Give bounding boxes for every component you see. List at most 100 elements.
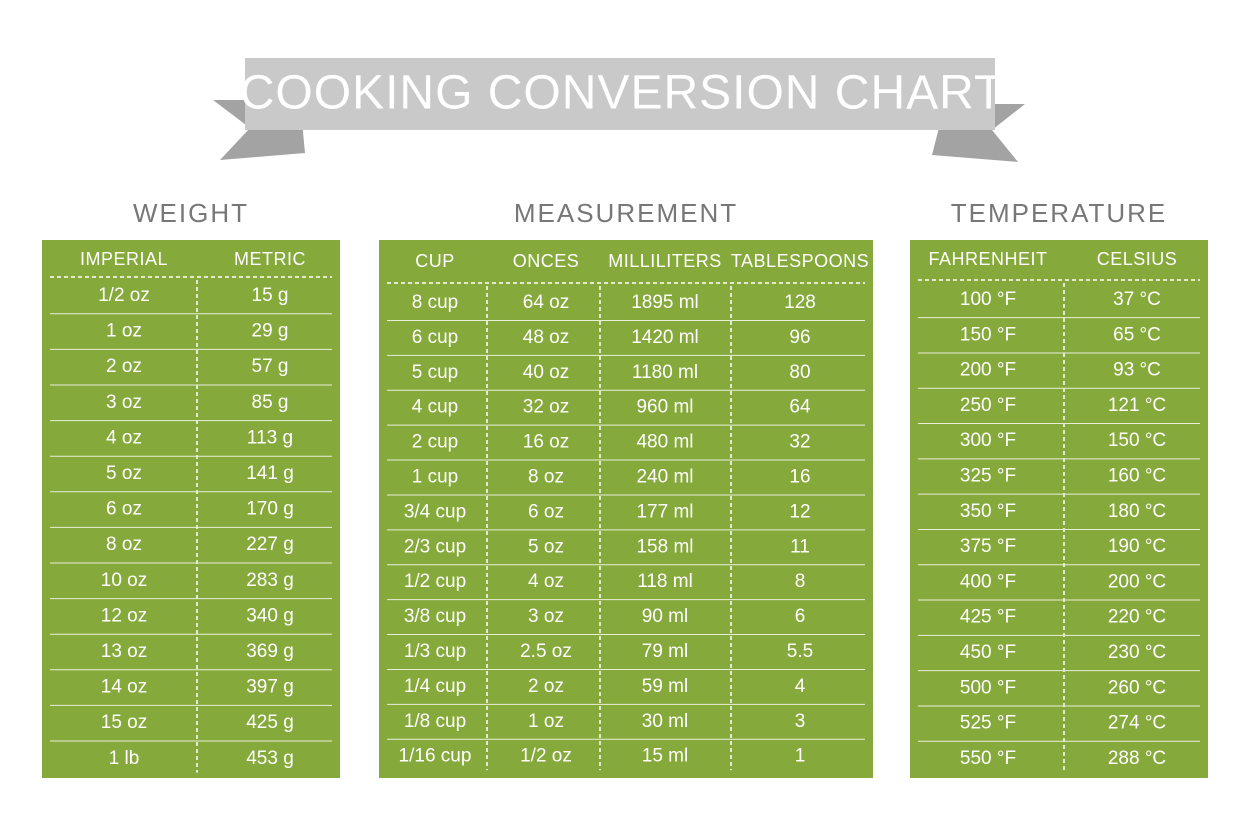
table-cell: 1/8 cup xyxy=(404,711,466,732)
table-cell: 32 oz xyxy=(523,397,569,418)
table-cell: 57 g xyxy=(252,356,289,377)
section-title: TEMPERATURE xyxy=(951,198,1168,228)
column-header: IMPERIAL xyxy=(80,249,168,269)
table-cell: 85 g xyxy=(252,392,289,413)
table-cell: 1 oz xyxy=(106,321,142,342)
table-cell: 550 °F xyxy=(960,748,1016,769)
table-cell: 250 °F xyxy=(960,395,1016,416)
table-cell: 93 °C xyxy=(1113,360,1161,381)
table-cell: 425 g xyxy=(246,712,294,733)
table-cell: 453 g xyxy=(246,748,294,769)
table-cell: 10 oz xyxy=(101,570,147,591)
table-cell: 1420 ml xyxy=(631,327,699,348)
table-cell: 1 oz xyxy=(528,711,564,732)
table-cell: 200 °C xyxy=(1108,571,1166,592)
table-cell: 1/2 oz xyxy=(98,285,150,306)
table-cell: 3/4 cup xyxy=(404,501,466,522)
table-cell: 79 ml xyxy=(642,641,688,662)
table-cell: 6 oz xyxy=(106,499,142,520)
table-cell: 150 °C xyxy=(1108,430,1166,451)
table-cell: 960 ml xyxy=(636,397,693,418)
table-cell: 1 lb xyxy=(109,748,140,769)
table-cell: 150 °F xyxy=(960,324,1016,345)
table-cell: 4 oz xyxy=(106,427,142,448)
table-cell: 6 xyxy=(795,606,806,627)
table-cell: 274 °C xyxy=(1108,713,1166,734)
table-cell: 6 cup xyxy=(412,327,458,348)
column-header: TABLESPOONS xyxy=(731,251,869,271)
table-cell: 500 °F xyxy=(960,677,1016,698)
table-cell: 1/3 cup xyxy=(404,641,466,662)
table-cell: 227 g xyxy=(246,534,294,555)
table-cell: 100 °F xyxy=(960,289,1016,310)
table-cell: 59 ml xyxy=(642,676,688,697)
table-cell: 15 oz xyxy=(101,712,147,733)
table-cell: 48 oz xyxy=(523,327,569,348)
table-cell: 2.5 oz xyxy=(520,641,572,662)
table-cell: 29 g xyxy=(252,321,289,342)
table-cell: 2/3 cup xyxy=(404,536,466,557)
table-panel xyxy=(42,240,340,778)
table-cell: 2 oz xyxy=(528,676,564,697)
table-cell: 1895 ml xyxy=(631,292,699,313)
table-cell: 180 °C xyxy=(1108,501,1166,522)
table-cell: 5.5 xyxy=(787,641,813,662)
table-cell: 128 xyxy=(784,292,816,313)
table-cell: 16 xyxy=(789,467,810,488)
table-cell: 64 oz xyxy=(523,292,569,313)
table-cell: 1 cup xyxy=(412,467,458,488)
table-cell: 177 ml xyxy=(636,501,693,522)
table-cell: 325 °F xyxy=(960,466,1016,487)
column-header: ONCES xyxy=(513,251,580,271)
table-cell: 3 oz xyxy=(106,392,142,413)
table-cell: 8 oz xyxy=(106,534,142,555)
table-cell: 90 ml xyxy=(642,606,688,627)
table-cell: 13 oz xyxy=(101,641,147,662)
table-cell: 64 xyxy=(789,397,811,418)
table-cell: 65 °C xyxy=(1113,324,1161,345)
table-cell: 425 °F xyxy=(960,607,1016,628)
table-cell: 450 °F xyxy=(960,642,1016,663)
ribbon xyxy=(245,58,995,130)
section-title: MEASUREMENT xyxy=(514,198,738,228)
column-header: MILLILITERS xyxy=(608,251,722,271)
table-cell: 32 xyxy=(789,432,810,453)
table-panel xyxy=(379,240,873,778)
table-cell: 1180 ml xyxy=(632,362,698,383)
column-header: METRIC xyxy=(234,249,306,269)
table-cell: 375 °F xyxy=(960,536,1016,557)
table-cell: 1/16 cup xyxy=(399,746,472,767)
table-cell: 170 g xyxy=(246,499,294,520)
table-cell: 4 xyxy=(795,676,806,697)
table-cell: 96 xyxy=(789,327,810,348)
table-cell: 480 ml xyxy=(636,432,693,453)
table-cell: 400 °F xyxy=(960,571,1016,592)
table-cell: 15 g xyxy=(252,285,289,306)
section-title: WEIGHT xyxy=(133,198,249,228)
table-cell: 300 °F xyxy=(960,430,1016,451)
table-cell: 30 ml xyxy=(642,711,688,732)
table-cell: 11 xyxy=(790,536,810,557)
table-cell: 8 oz xyxy=(528,467,564,488)
column-header: FAHRENHEIT xyxy=(928,249,1047,269)
table-cell: 121 °C xyxy=(1108,395,1166,416)
table-cell: 15 ml xyxy=(642,746,688,767)
table-cell: 5 oz xyxy=(106,463,142,484)
table-cell: 5 cup xyxy=(412,362,458,383)
chart-title: COOKING CONVERSION CHART xyxy=(240,67,1005,120)
table-cell: 2 oz xyxy=(106,356,142,377)
table-cell: 12 oz xyxy=(101,605,147,626)
column-header: CUP xyxy=(415,251,455,271)
table-cell: 4 cup xyxy=(412,397,458,418)
table-cell: 141 g xyxy=(246,463,294,484)
table-cell: 369 g xyxy=(246,641,294,662)
table-cell: 1/2 oz xyxy=(520,746,572,767)
table-cell: 40 oz xyxy=(523,362,569,383)
table-cell: 6 oz xyxy=(528,501,564,522)
table-cell: 12 xyxy=(789,501,810,522)
table-cell: 288 °C xyxy=(1108,748,1166,769)
table-cell: 8 cup xyxy=(412,292,458,313)
table-cell: 16 oz xyxy=(523,432,569,453)
table-cell: 260 °C xyxy=(1108,677,1166,698)
